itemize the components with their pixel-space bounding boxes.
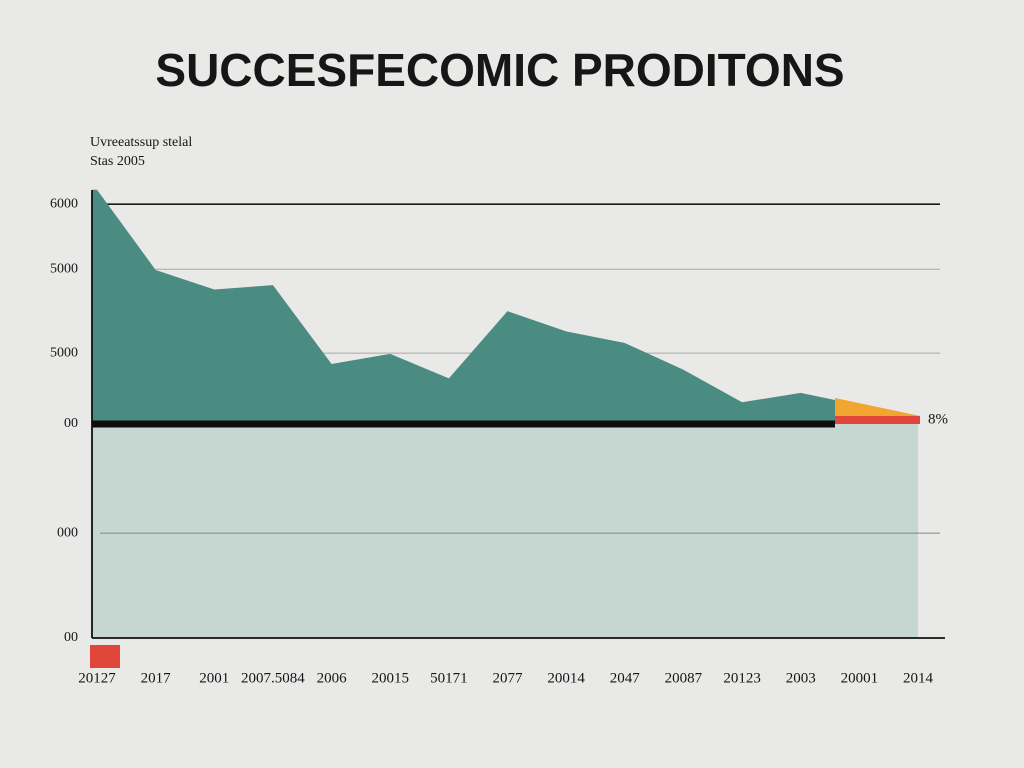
- annotation: 8%: [928, 411, 948, 427]
- area-layer: [92, 189, 918, 424]
- x-tick-label: 20123: [723, 670, 761, 686]
- x-tick-label: 2003: [786, 670, 816, 686]
- marker: [90, 645, 120, 668]
- x-tick-label: 20014: [547, 670, 585, 686]
- band-layer: [92, 423, 918, 638]
- x-tick-label: 20087: [665, 670, 703, 686]
- y-tick-label: 5000: [50, 345, 78, 360]
- x-tick-label: 2001: [199, 670, 229, 686]
- highlight-bar: [835, 416, 920, 424]
- y-tick-label: 00: [64, 416, 78, 431]
- subtitle: Stas 2005: [90, 154, 145, 169]
- x-tick-label: 20001: [841, 670, 879, 686]
- x-tick-label: 2017: [141, 670, 172, 686]
- highlight: [835, 398, 920, 416]
- area: [92, 189, 918, 424]
- x-tick-label: 20015: [371, 670, 409, 686]
- lower-band: [92, 423, 918, 638]
- x-tick-label: 2014: [903, 670, 934, 686]
- subtitle: Uvreeatssup stelal: [90, 135, 192, 150]
- x-tick-label: 2006: [317, 670, 348, 686]
- x-tick-label: 2077: [493, 670, 524, 686]
- y-tick-label: 00: [64, 630, 78, 645]
- chart-title: SUCCESFECOMIC PRODITONS: [155, 44, 844, 96]
- x-tick-label: 2047: [610, 670, 641, 686]
- y-tick-label: 000: [57, 525, 78, 540]
- x-tick-label: 20127: [78, 670, 116, 686]
- y-tick-label: 5000: [50, 261, 78, 276]
- y-tick-label: 6000: [50, 196, 78, 211]
- x-tick-label: 50171: [430, 670, 468, 686]
- x-tick-label: 2007.5084: [241, 670, 305, 686]
